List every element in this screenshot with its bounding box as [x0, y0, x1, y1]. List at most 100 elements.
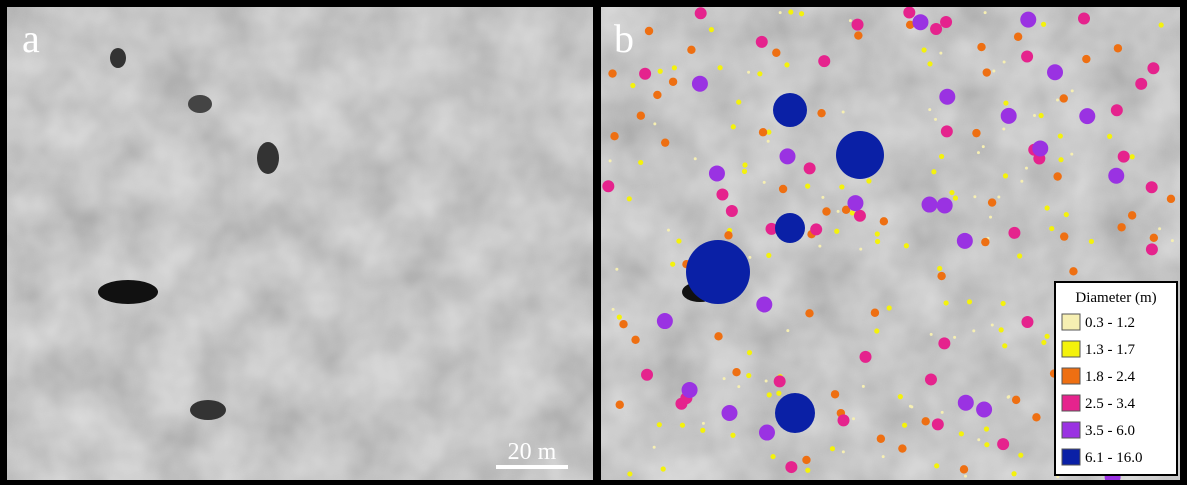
boulder-marker	[653, 122, 657, 126]
boulder-marker	[725, 204, 738, 217]
boulder-marker	[670, 261, 676, 267]
boulder-marker	[1002, 127, 1006, 131]
boulder-marker	[722, 377, 726, 381]
boulder-marker	[990, 323, 994, 327]
boulder-marker	[611, 307, 615, 311]
boulder-marker	[736, 99, 742, 105]
boulder-marker	[748, 255, 752, 259]
boulder-marker	[730, 432, 736, 438]
boulder-marker	[732, 368, 741, 377]
rock	[110, 48, 126, 68]
boulder-marker	[1166, 194, 1176, 204]
boulder-marker	[839, 184, 845, 190]
boulder-marker	[1011, 471, 1017, 477]
boulder-marker	[660, 466, 666, 472]
boulder-marker	[636, 111, 646, 120]
boulder-marker	[764, 379, 768, 383]
boulder-marker	[1145, 181, 1158, 194]
boulder-marker	[798, 11, 805, 17]
legend-swatch	[1061, 421, 1081, 439]
legend-label: 6.1 - 16.0	[1085, 450, 1143, 466]
boulder-marker	[1147, 62, 1160, 75]
boulder-marker	[997, 438, 1010, 451]
boulder-marker	[903, 7, 916, 19]
boulder-marker	[778, 11, 782, 15]
boulder-marker	[1078, 12, 1091, 25]
boulder-marker	[927, 61, 933, 67]
boulder-marker	[874, 238, 881, 245]
boulder-marker	[939, 88, 956, 105]
boulder-marker	[1049, 225, 1055, 232]
boulder-marker	[772, 48, 781, 57]
rock	[188, 95, 212, 113]
boulder-marker	[1079, 108, 1096, 125]
boulder-marker	[638, 159, 644, 166]
panel-label: b	[614, 16, 634, 61]
boulder-marker	[1021, 315, 1034, 328]
boulder-marker	[1088, 238, 1095, 245]
boulder-marker	[930, 23, 943, 36]
boulder-marker	[626, 196, 632, 202]
boulder-marker	[901, 422, 908, 428]
boulder-marker	[851, 18, 864, 31]
boulder-marker	[730, 124, 736, 130]
legend-label: 3.5 - 6.0	[1085, 423, 1135, 439]
boulder-marker	[657, 68, 663, 74]
boulder-marker	[837, 414, 850, 427]
boulder-marker	[644, 26, 654, 36]
boulder-marker	[803, 162, 816, 175]
scale-label: 20 m	[508, 439, 557, 465]
boulder-marker	[714, 332, 723, 341]
boulder-marker	[766, 129, 772, 135]
boulder-marker	[701, 421, 705, 425]
boulder-marker	[660, 138, 670, 147]
boulder-marker	[1032, 140, 1049, 157]
boulder-marker	[1002, 60, 1006, 64]
scale-bar	[496, 465, 568, 469]
boulder-marker	[841, 205, 851, 215]
boulder-marker	[977, 438, 981, 442]
boulder-marker	[836, 131, 884, 179]
boulder-marker	[775, 213, 805, 243]
boulder-marker	[1032, 113, 1036, 117]
boulder-marker	[694, 7, 707, 20]
boulder-marker	[1017, 253, 1023, 259]
boulder-marker	[852, 417, 856, 421]
boulder-marker	[666, 228, 670, 232]
boulder-marker	[956, 232, 973, 249]
boulder-marker	[741, 168, 748, 175]
boulder-marker	[987, 198, 997, 207]
boulder-marker	[876, 434, 886, 443]
boulder-marker	[848, 19, 852, 23]
boulder-marker	[788, 9, 794, 15]
boulder-marker	[1000, 300, 1006, 307]
boulder-marker	[1053, 172, 1062, 181]
boulder-marker	[631, 335, 640, 344]
boulder-marker	[708, 165, 725, 182]
boulder-marker	[1108, 167, 1125, 184]
boulder-marker	[775, 393, 815, 433]
boulder-marker	[1013, 32, 1023, 41]
boulder-marker	[755, 35, 768, 48]
legend-swatch	[1061, 394, 1081, 412]
boulder-marker	[773, 93, 807, 127]
boulder-marker	[1056, 98, 1060, 102]
boulder-marker	[937, 271, 946, 281]
boulder-marker	[818, 244, 822, 248]
boulder-marker	[627, 471, 633, 477]
boulder-marker	[940, 125, 953, 138]
boulder-marker	[937, 265, 943, 272]
boulder-marker	[619, 320, 628, 329]
boulder-marker	[610, 131, 619, 141]
boulder-marker	[652, 445, 656, 449]
boulder-marker	[949, 189, 955, 196]
boulder-marker	[859, 350, 872, 363]
boulder-marker	[1145, 243, 1158, 256]
boulder-marker	[830, 390, 840, 399]
boulder-marker	[724, 231, 733, 240]
boulder-marker	[931, 418, 944, 431]
boulder-marker	[897, 394, 903, 400]
legend: Diameter (m) 0.3 - 1.2 1.3 - 1.7 1.8 - 2.4…	[1054, 281, 1178, 476]
boulder-marker	[958, 431, 964, 437]
